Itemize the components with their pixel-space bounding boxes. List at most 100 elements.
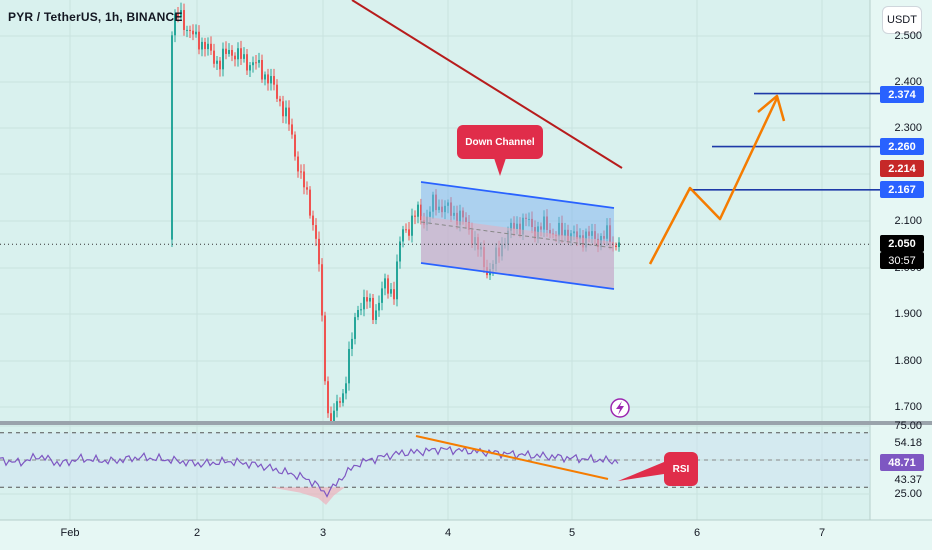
candle-body xyxy=(303,171,305,188)
candle-body xyxy=(396,261,398,300)
candle-body xyxy=(402,229,404,242)
candle-body xyxy=(309,189,311,216)
candle-body xyxy=(246,54,248,71)
candle-body xyxy=(321,264,323,316)
candle-body xyxy=(615,245,617,248)
candle-body xyxy=(258,59,260,63)
candle-body xyxy=(255,62,257,64)
candle-body xyxy=(264,74,266,80)
candle-body xyxy=(198,31,200,50)
candle-body xyxy=(243,54,245,59)
candle-body xyxy=(618,242,620,248)
time-tick: 2 xyxy=(193,527,201,539)
candle-body xyxy=(204,41,206,50)
down-channel-fill xyxy=(421,182,614,289)
candle-body xyxy=(207,43,209,50)
candle-body xyxy=(273,76,275,85)
candle-body xyxy=(192,30,194,35)
candle-body xyxy=(411,215,413,236)
rsi-tick: 25.00 xyxy=(894,488,922,500)
candle-body xyxy=(288,107,290,125)
candle-body xyxy=(339,401,341,403)
price-tick: 1.800 xyxy=(894,355,922,367)
candle-body xyxy=(324,315,326,382)
candle-body xyxy=(417,204,419,217)
down-channel-lower-fill xyxy=(421,216,614,289)
candle-body xyxy=(405,229,407,231)
candle-body xyxy=(315,225,317,239)
candle-body xyxy=(240,48,242,59)
down-channel-pointer xyxy=(494,158,506,176)
candle-body xyxy=(213,50,215,64)
candle-body xyxy=(387,278,389,294)
rsi-callout-pointer xyxy=(618,462,664,481)
rsi-oversold-fill xyxy=(270,487,345,505)
price-tick: 1.900 xyxy=(894,308,922,320)
rsi-panel xyxy=(0,425,870,505)
descending-trendline xyxy=(351,0,623,169)
candle-body xyxy=(183,10,185,30)
candle-body xyxy=(366,297,368,302)
candle-body xyxy=(216,60,218,64)
time-tick: 5 xyxy=(568,527,576,539)
candle-body xyxy=(372,297,374,320)
rsi-divergence-line xyxy=(415,435,609,480)
candle-body xyxy=(231,49,233,56)
candle-body xyxy=(249,65,251,71)
candle-body xyxy=(195,31,197,35)
candle-body xyxy=(294,134,296,157)
channel-upper-line xyxy=(420,181,615,209)
candle-body xyxy=(285,107,287,117)
candle-body xyxy=(171,35,173,240)
rsi-tick: 54.18 xyxy=(894,437,922,449)
candle-body xyxy=(336,401,338,411)
price-badge-target-3: 2.374 xyxy=(880,86,924,103)
candle-body xyxy=(369,297,371,302)
time-tick: 6 xyxy=(693,527,701,539)
price-badge-target-1: 2.167 xyxy=(880,181,924,198)
drawings xyxy=(0,0,880,418)
candle-body xyxy=(381,288,383,303)
candle-body xyxy=(270,76,272,84)
price-tick: 2.400 xyxy=(894,76,922,88)
down-channel-callout[interactable]: Down Channel xyxy=(457,125,543,159)
candle-body xyxy=(276,84,278,99)
time-tick: 3 xyxy=(319,527,327,539)
candle-body xyxy=(327,381,329,414)
candle-body xyxy=(312,215,314,226)
candle-body xyxy=(267,74,269,84)
rsi-line xyxy=(0,445,619,498)
channel-midline xyxy=(420,221,615,249)
price-tick: 2.300 xyxy=(894,122,922,134)
candle-body xyxy=(222,48,224,70)
candle-body xyxy=(351,338,353,349)
candle-body xyxy=(261,59,263,80)
candle-body xyxy=(378,302,380,311)
candle-body xyxy=(225,48,227,54)
candle-body xyxy=(330,413,332,421)
price-badge-trendline: 2.214 xyxy=(880,160,924,177)
currency-button[interactable]: USDT xyxy=(882,6,922,34)
candle-body xyxy=(228,49,230,54)
channel-lower-line xyxy=(420,262,615,290)
candle-body xyxy=(282,101,284,117)
candle-body xyxy=(219,60,221,70)
projection-arrowhead xyxy=(757,94,786,122)
candle-body xyxy=(237,48,239,60)
candle-body xyxy=(354,317,356,339)
rsi-callout[interactable]: RSI xyxy=(664,452,698,486)
candle-body xyxy=(375,310,377,320)
lightning-icon xyxy=(616,401,624,415)
price-tick: 1.700 xyxy=(894,401,922,413)
candle-body xyxy=(345,383,347,394)
candle-body xyxy=(408,229,410,236)
candle-body xyxy=(174,13,176,36)
candle-body xyxy=(318,238,320,265)
candle-body xyxy=(357,309,359,318)
candle-body xyxy=(210,43,212,51)
symbol-title: PYR / TetherUS, 1h, BINANCE xyxy=(8,10,183,24)
candle-body xyxy=(300,171,302,173)
candle-body xyxy=(390,289,392,294)
